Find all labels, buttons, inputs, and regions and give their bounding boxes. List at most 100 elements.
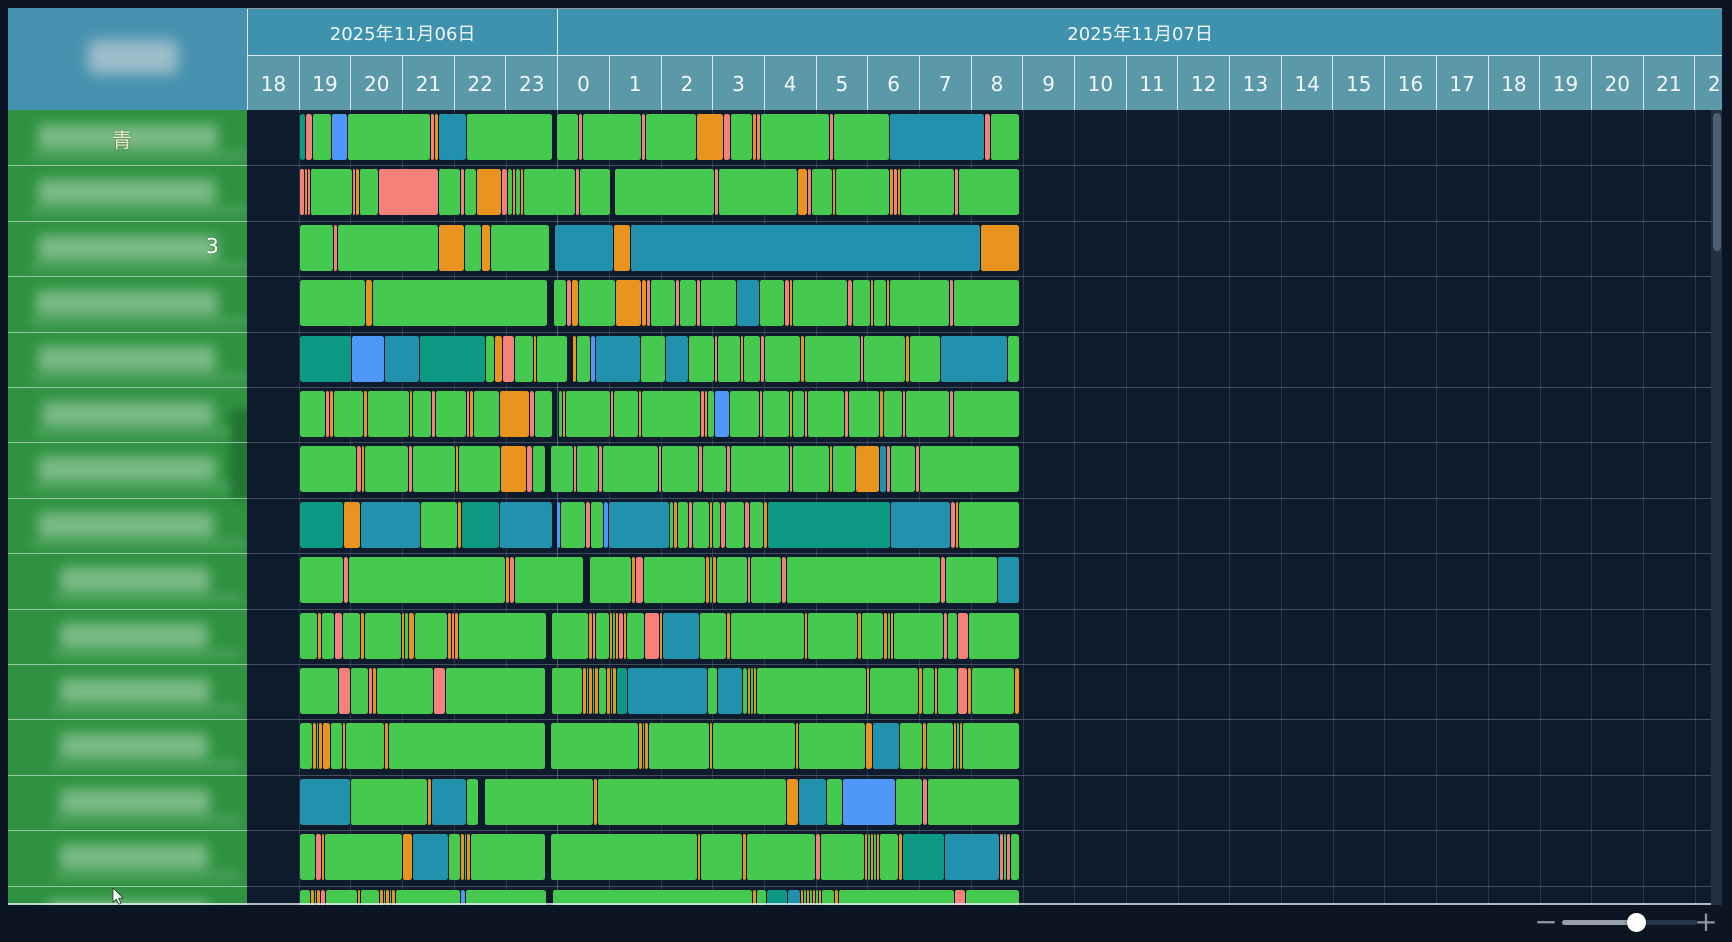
status-segment-s[interactable]	[940, 335, 1007, 382]
status-segment-s[interactable]	[664, 335, 688, 382]
status-segment-o[interactable]	[469, 391, 473, 437]
status-segment-s[interactable]	[798, 778, 826, 825]
zoom-slider-thumb[interactable]	[1627, 913, 1647, 932]
status-segment-s[interactable]	[554, 224, 614, 271]
timeline-row-3[interactable]	[300, 224, 1019, 271]
status-segment-g[interactable]	[345, 723, 385, 770]
status-segment-r[interactable]	[319, 889, 325, 905]
status-segment-g[interactable]	[1006, 335, 1019, 382]
status-segment-o[interactable]	[696, 114, 724, 160]
status-segment-o[interactable]	[644, 723, 648, 770]
status-segment-o[interactable]	[658, 612, 663, 659]
status-segment-o[interactable]	[703, 391, 708, 437]
status-segment-o[interactable]	[708, 723, 713, 770]
status-segment-g[interactable]	[803, 889, 806, 905]
status-segment-r[interactable]	[324, 391, 330, 437]
status-segment-g[interactable]	[588, 557, 632, 604]
status-segment-r[interactable]	[508, 557, 515, 604]
status-segment-g[interactable]	[641, 391, 701, 437]
status-segment-r[interactable]	[450, 612, 455, 659]
status-segment-r[interactable]	[352, 169, 356, 216]
machine-row-4[interactable]	[8, 276, 247, 331]
status-segment-r[interactable]	[892, 169, 897, 216]
status-segment-o[interactable]	[875, 834, 880, 881]
status-segment-o[interactable]	[869, 834, 874, 881]
timeline-row-14[interactable]	[300, 834, 1019, 881]
status-segment-o[interactable]	[752, 889, 756, 905]
status-segment-g[interactable]	[792, 446, 829, 493]
timeline-row-11[interactable]	[300, 668, 1019, 714]
status-segment-r[interactable]	[940, 557, 946, 604]
status-segment-o[interactable]	[918, 668, 922, 714]
status-segment-o[interactable]	[401, 834, 412, 881]
status-segment-r[interactable]	[922, 778, 928, 825]
status-segment-g[interactable]	[372, 280, 548, 327]
status-segment-o[interactable]	[933, 668, 937, 714]
status-segment-g[interactable]	[729, 446, 789, 493]
status-segment-r[interactable]	[356, 446, 361, 493]
status-segment-o[interactable]	[384, 723, 388, 770]
status-segment-o[interactable]	[588, 612, 592, 659]
status-segment-g[interactable]	[925, 723, 953, 770]
status-segment-o[interactable]	[958, 723, 963, 770]
status-segment-g[interactable]	[506, 169, 513, 216]
status-segment-o[interactable]	[466, 834, 470, 881]
machine-row-12[interactable]	[8, 719, 247, 774]
status-segment-r[interactable]	[714, 335, 718, 382]
status-segment-o[interactable]	[752, 668, 757, 714]
status-segment-g[interactable]	[387, 723, 545, 770]
status-segment-o[interactable]	[864, 723, 873, 770]
status-segment-g[interactable]	[762, 391, 789, 437]
timeline-row-2[interactable]	[300, 169, 1019, 216]
status-segment-r[interactable]	[983, 114, 990, 160]
status-segment-g[interactable]	[411, 446, 455, 493]
status-segment-r[interactable]	[377, 169, 438, 216]
machine-row-1[interactable]	[8, 110, 247, 165]
status-segment-o[interactable]	[593, 778, 598, 825]
machine-row-9[interactable]	[8, 553, 247, 608]
status-segment-g[interactable]	[575, 335, 591, 382]
timeline-row-12[interactable]	[300, 723, 1019, 770]
status-segment-o[interactable]	[869, 280, 874, 327]
status-segment-g[interactable]	[532, 446, 546, 493]
status-segment-o[interactable]	[427, 778, 432, 825]
status-segment-g[interactable]	[612, 612, 615, 659]
status-segment-g[interactable]	[893, 612, 944, 659]
status-segment-g[interactable]	[679, 280, 696, 327]
status-segment-g[interactable]	[825, 778, 842, 825]
status-segment-g[interactable]	[918, 446, 1019, 493]
status-segment-o[interactable]	[800, 335, 804, 382]
status-segment-r[interactable]	[430, 391, 436, 437]
status-segment-g[interactable]	[894, 778, 923, 825]
status-segment-r[interactable]	[844, 391, 848, 437]
status-segment-g[interactable]	[717, 335, 740, 382]
status-segment-r[interactable]	[658, 446, 662, 493]
status-segment-o[interactable]	[391, 889, 395, 905]
status-segment-g[interactable]	[809, 889, 812, 905]
status-segment-g[interactable]	[465, 889, 547, 905]
status-segment-t[interactable]	[300, 335, 352, 382]
status-segment-o[interactable]	[638, 723, 642, 770]
status-segment-o[interactable]	[794, 723, 799, 770]
status-segment-o[interactable]	[454, 612, 458, 659]
status-segment-g[interactable]	[956, 723, 959, 770]
status-segment-g[interactable]	[458, 446, 500, 493]
status-segment-o[interactable]	[828, 446, 833, 493]
status-segment-r[interactable]	[585, 501, 590, 548]
status-segment-g[interactable]	[557, 391, 562, 437]
status-segment-t[interactable]	[418, 335, 486, 382]
status-segment-o[interactable]	[582, 668, 586, 714]
status-segment-o[interactable]	[637, 391, 642, 437]
status-segment-r[interactable]	[744, 501, 749, 548]
status-segment-o[interactable]	[360, 612, 364, 659]
status-segment-o[interactable]	[512, 169, 516, 216]
status-segment-o[interactable]	[979, 224, 1019, 271]
machine-row-5[interactable]	[8, 332, 247, 387]
status-segment-g[interactable]	[625, 612, 645, 659]
status-segment-g[interactable]	[687, 335, 715, 382]
status-segment-o[interactable]	[696, 834, 701, 881]
status-segment-g[interactable]	[363, 612, 401, 659]
status-segment-o[interactable]	[763, 501, 767, 548]
status-segment-g[interactable]	[945, 557, 998, 604]
status-segment-g[interactable]	[522, 169, 576, 216]
